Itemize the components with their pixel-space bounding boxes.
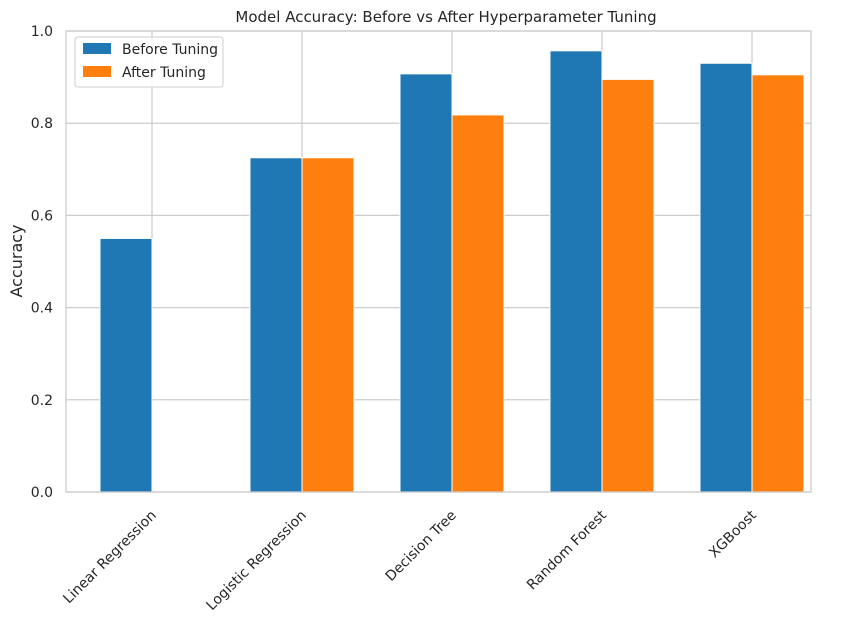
bars — [99, 50, 805, 493]
legend-label-before: Before Tuning — [122, 42, 218, 58]
y-axis-label: Accuracy — [7, 224, 26, 297]
bar-before-0 — [99, 237, 153, 493]
bar-after-2 — [451, 114, 505, 493]
bar-before-2 — [399, 73, 453, 493]
y-tick-label: 0.0 — [31, 485, 53, 501]
legend-swatch-before — [83, 43, 111, 54]
chart-title: Model Accuracy: Before vs After Hyperpar… — [235, 8, 656, 26]
y-tick-label: 0.8 — [31, 116, 53, 132]
bar-before-3 — [549, 50, 603, 493]
plot-frame — [65, 30, 812, 493]
y-tick-label: 1.0 — [31, 24, 53, 40]
bar-before-4 — [699, 62, 753, 493]
legend-box — [74, 36, 224, 88]
bar-before-1 — [249, 157, 303, 493]
bar-after-4 — [751, 74, 805, 493]
legend: Before Tuning After Tuning — [74, 36, 224, 88]
legend-swatch-after — [83, 66, 111, 77]
y-tick-label: 0.2 — [31, 393, 53, 409]
y-tick-label: 0.6 — [31, 208, 53, 224]
bar-after-3 — [601, 78, 655, 493]
bar-after-1 — [301, 157, 355, 493]
y-tick-labels: 0.0 0.2 0.4 0.6 0.8 1.0 — [31, 24, 53, 501]
y-tick-label: 0.4 — [31, 301, 53, 317]
legend-label-after: After Tuning — [122, 65, 206, 81]
